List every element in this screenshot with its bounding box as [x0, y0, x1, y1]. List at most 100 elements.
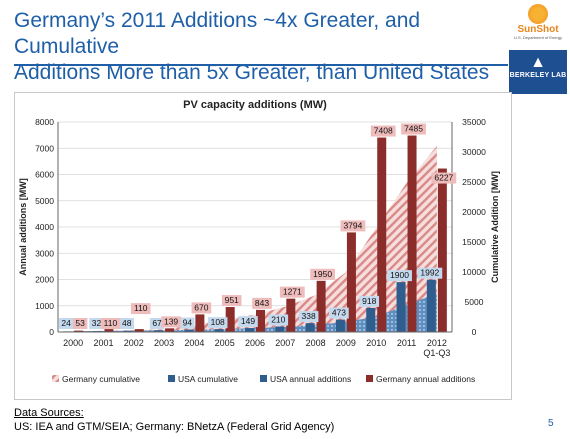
usa-value-label-bg — [387, 270, 412, 282]
y2-tick-label: 10000 — [462, 267, 486, 277]
usa-annual-bar — [275, 326, 285, 332]
berkeley-mark-icon: ▲ — [530, 54, 546, 71]
usa-value-label-bg — [329, 307, 349, 319]
usa-value-label-bg — [89, 318, 104, 329]
x-tick-label: 2007 — [275, 338, 295, 348]
germany-annual-bar — [134, 329, 144, 332]
x-tick-label: 2002 — [124, 338, 144, 348]
usa-value-label: 48 — [122, 318, 132, 328]
germany-value-label-bg — [252, 297, 272, 309]
usa-value-label: 24 — [61, 318, 71, 328]
sun-icon — [528, 4, 548, 24]
y-tick-label: 8000 — [35, 117, 54, 127]
usa-value-label: 32 — [92, 318, 102, 328]
legend-label: Germany annual additions — [376, 374, 475, 384]
logo-group: SunShot U.S. Department of Energy ▲ BERK… — [509, 4, 567, 94]
y2-axis-label: Cumulative Addition [MW] — [490, 171, 500, 283]
germany-value-label-bg — [100, 318, 121, 329]
germany-value-label: 53 — [75, 318, 85, 328]
germany-annual-bar — [377, 137, 387, 332]
x-tick-label: 2001 — [93, 338, 113, 348]
usa-annual-bar — [214, 329, 224, 332]
usa-annual-bar — [335, 319, 345, 332]
y-axis-label: Annual additions [MW] — [18, 178, 28, 275]
x-tick-label: 2004 — [184, 338, 204, 348]
y-tick-label: 2000 — [35, 275, 54, 285]
germany-annual-bar — [407, 135, 417, 332]
usa-value-label: 473 — [332, 308, 346, 318]
legend-swatch — [52, 375, 59, 382]
germany-value-label: 1950 — [313, 269, 332, 279]
y-tick-label: 5000 — [35, 196, 54, 206]
title-line-1: Germany’s 2011 Additions ~4x Greater, an… — [14, 9, 421, 58]
y-tick-label: 7000 — [35, 143, 54, 153]
usa-annual-bar — [366, 307, 376, 332]
germany-annual-bar — [437, 168, 447, 332]
usa-value-label-bg — [238, 316, 258, 328]
x-tick-label: 2005 — [215, 338, 235, 348]
slide-title: Germany’s 2011 Additions ~4x Greater, an… — [14, 8, 494, 86]
x-tick-label: 2006 — [245, 338, 265, 348]
germany-value-label-bg — [340, 220, 366, 232]
legend-swatch — [168, 375, 175, 382]
sunshot-logo: SunShot U.S. Department of Energy — [509, 4, 567, 46]
usa-cumulative-area — [73, 293, 437, 332]
usa-annual-bar — [426, 279, 436, 332]
germany-value-label-bg — [431, 172, 457, 184]
y-tick-label: 3000 — [35, 248, 54, 258]
sunshot-subtitle: U.S. Department of Energy — [513, 35, 563, 40]
sunshot-name: SunShot — [517, 24, 559, 35]
data-sources: Data Sources: US: IEA and GTM/SEIA; Germ… — [14, 406, 334, 434]
y-tick-label: 1000 — [35, 301, 54, 311]
title-divider — [14, 64, 508, 66]
usa-value-label-bg — [359, 295, 380, 307]
x-tick-label: 2009 — [336, 338, 356, 348]
germany-value-label: 7408 — [374, 126, 393, 136]
y2-tick-label: 35000 — [462, 117, 486, 127]
germany-value-label: 3794 — [343, 220, 362, 230]
y2-tick-label: 15000 — [462, 237, 486, 247]
usa-value-label-bg — [268, 314, 289, 326]
berkeley-lab-text: BERKELEY LAB — [509, 72, 567, 79]
x-tick-label: 2012 — [427, 338, 447, 348]
germany-value-label-bg — [191, 302, 212, 314]
germany-annual-bar — [165, 328, 175, 332]
germany-value-label-bg — [370, 125, 396, 137]
x-tick-label: 2011 — [397, 338, 416, 348]
germany-value-label-bg — [72, 318, 88, 329]
legend-label: USA annual additions — [270, 374, 351, 384]
usa-value-label-bg — [180, 317, 195, 329]
y2-tick-label: 5000 — [465, 297, 484, 307]
usa-annual-bar — [154, 330, 164, 332]
y2-tick-label: 20000 — [462, 207, 486, 217]
usa-value-label: 918 — [362, 296, 376, 306]
legend-label: Germany cumulative — [62, 374, 140, 384]
x-tick-label: 2008 — [306, 338, 326, 348]
germany-value-label-bg — [130, 303, 151, 315]
germany-annual-bar — [74, 330, 84, 332]
usa-value-label-bg — [149, 318, 165, 329]
title-line-2: Additions More than 5x Greater, than Uni… — [14, 61, 490, 84]
germany-annual-bar — [104, 329, 114, 332]
y2-tick-label: 30000 — [462, 147, 486, 157]
usa-annual-bar — [396, 282, 406, 332]
x-tick-label: 2010 — [366, 338, 386, 348]
usa-value-label: 1992 — [420, 268, 439, 278]
legend-swatch — [260, 375, 267, 382]
germany-value-label-bg — [279, 286, 305, 298]
usa-annual-bar — [184, 329, 194, 332]
sources-heading: Data Sources: — [14, 407, 84, 419]
germany-value-label: 110 — [104, 318, 118, 328]
usa-value-label: 67 — [152, 318, 162, 328]
germany-value-label-bg — [221, 295, 242, 307]
germany-annual-bar — [256, 309, 265, 332]
germany-annual-bar — [286, 298, 296, 332]
legend-label: USA cumulative — [178, 374, 238, 384]
usa-value-label: 94 — [183, 318, 193, 328]
usa-annual-bar — [305, 323, 315, 332]
germany-value-label: 7485 — [404, 124, 423, 134]
usa-annual-bar — [245, 328, 254, 332]
y-tick-label: 6000 — [35, 170, 54, 180]
germany-value-label: 110 — [134, 303, 148, 313]
germany-value-label-bg — [161, 316, 181, 328]
